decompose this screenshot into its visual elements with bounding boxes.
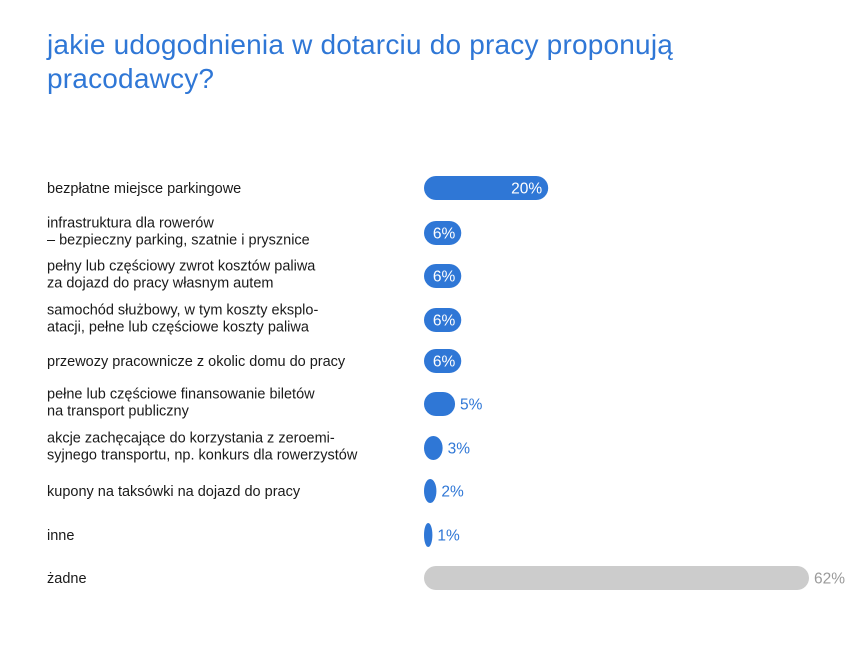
value-label: 6% bbox=[433, 226, 456, 243]
bar bbox=[424, 523, 433, 547]
category-label: pełne lub częściowe finansowanie biletów… bbox=[47, 387, 315, 420]
value-label: 2% bbox=[441, 484, 464, 501]
category-label: bezpłatne miejsce parkingowe bbox=[47, 181, 241, 197]
bars-layer: bezpłatne miejsce parkingowe 20% infrastru… bbox=[47, 176, 845, 590]
category-label: pełny lub częściowy zwrot kosztów paliwa… bbox=[47, 259, 316, 292]
bar bbox=[424, 221, 462, 245]
value-label: 1% bbox=[437, 528, 460, 545]
value-label: 5% bbox=[460, 397, 483, 414]
category-label: kupony na taksówki na dojazd do pracy bbox=[47, 484, 301, 500]
bar bbox=[424, 264, 462, 288]
category-label: przewozy pracownicze z okolic domu do pr… bbox=[47, 354, 346, 370]
value-label: 6% bbox=[433, 354, 456, 371]
category-label: samochód służbowy, w tym koszty eksplo-a… bbox=[47, 303, 318, 336]
chart-title: jakie udogodnienia w dotarciu do pracy p… bbox=[47, 29, 674, 94]
category-label: akcje zachęcające do korzystania z zeroe… bbox=[47, 431, 358, 464]
value-label: 6% bbox=[433, 269, 456, 286]
value-label: 3% bbox=[448, 441, 471, 458]
bar-none bbox=[424, 566, 809, 590]
bar bbox=[424, 176, 549, 200]
bar bbox=[424, 479, 437, 503]
bar bbox=[424, 349, 462, 373]
category-label: żadne bbox=[47, 571, 87, 587]
bar bbox=[424, 392, 456, 416]
category-label: infrastruktura dla rowerów – bezpieczny p… bbox=[47, 216, 310, 249]
value-label: 20% bbox=[511, 181, 542, 198]
bar bbox=[424, 308, 462, 332]
bar bbox=[424, 436, 443, 460]
value-label: 62% bbox=[814, 571, 845, 588]
category-label: inne bbox=[47, 528, 74, 544]
value-label: 6% bbox=[433, 313, 456, 330]
